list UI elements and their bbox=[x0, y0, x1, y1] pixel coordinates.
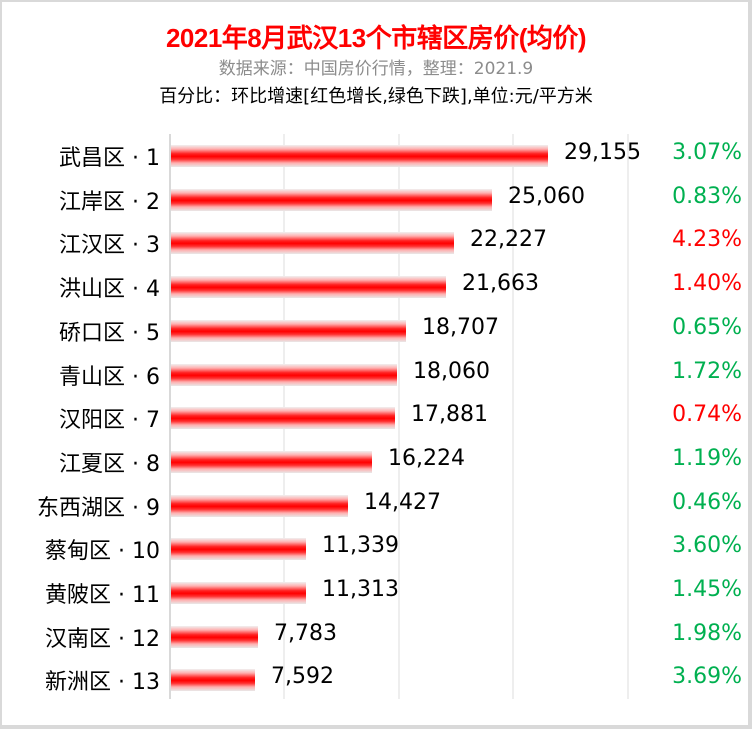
bar-row: 新洲区 · 13 7,592 3.69% bbox=[0, 658, 752, 702]
pct-change-label: 3.69% bbox=[672, 664, 742, 690]
chart-title: 2021年8月武汉13个市辖区房价(均价) bbox=[165, 23, 587, 53]
gridline bbox=[627, 134, 629, 699]
category-label: 汉阳区 · 7 bbox=[59, 408, 160, 434]
bar-row: 武昌区 · 1 29,155 3.07% bbox=[0, 134, 752, 178]
bar bbox=[171, 407, 395, 430]
chart-subtitle: 数据来源：中国房价行情，整理：2021.9 bbox=[218, 59, 534, 79]
bar bbox=[171, 145, 548, 167]
value-label: 11,339 bbox=[322, 533, 399, 559]
value-label: 7,783 bbox=[274, 620, 337, 646]
value-label: 14,427 bbox=[364, 489, 441, 515]
pct-change-label: 0.74% bbox=[672, 402, 742, 428]
pct-change-label: 3.60% bbox=[672, 533, 742, 559]
pct-change-label: 1.72% bbox=[672, 358, 742, 384]
category-label: 武昌区 · 1 bbox=[59, 146, 160, 171]
value-label: 22,227 bbox=[470, 227, 547, 253]
bar-row: 洪山区 · 4 21,663 1.40% bbox=[0, 265, 752, 309]
value-label: 16,224 bbox=[388, 445, 465, 471]
bar-row: 黄陂区 · 11 11,313 1.45% bbox=[0, 571, 752, 615]
bar bbox=[171, 582, 306, 604]
category-label: 东西湖区 · 9 bbox=[37, 495, 160, 521]
pct-change-label: 1.98% bbox=[672, 620, 742, 646]
pct-change-label: 0.46% bbox=[672, 489, 742, 515]
bar bbox=[171, 276, 446, 299]
pct-change-label: 1.45% bbox=[672, 577, 742, 602]
bar bbox=[171, 319, 406, 342]
category-label: 江夏区 · 8 bbox=[59, 451, 160, 477]
bar bbox=[171, 450, 372, 473]
category-label: 蔡甸区 · 10 bbox=[45, 539, 160, 565]
value-label: 11,313 bbox=[322, 577, 399, 602]
value-label: 18,060 bbox=[413, 358, 490, 384]
pct-change-label: 1.40% bbox=[672, 271, 742, 297]
value-label: 25,060 bbox=[508, 183, 585, 209]
bar-row: 硚口区 · 5 18,707 0.65% bbox=[0, 309, 752, 353]
category-label: 新洲区 · 13 bbox=[45, 670, 160, 696]
bar-row: 汉南区 · 12 7,783 1.98% bbox=[0, 615, 752, 659]
category-axis bbox=[169, 134, 171, 699]
bar-row: 青山区 · 6 18,060 1.72% bbox=[0, 353, 752, 397]
bar-row: 东西湖区 · 9 14,427 0.46% bbox=[0, 484, 752, 528]
bar-row: 江岸区 · 2 25,060 0.83% bbox=[0, 178, 752, 222]
category-label: 硚口区 · 5 bbox=[59, 320, 160, 346]
pct-change-label: 1.19% bbox=[672, 445, 742, 471]
pct-change-label: 3.07% bbox=[672, 140, 742, 165]
bar bbox=[171, 538, 306, 561]
category-label: 黄陂区 · 11 bbox=[45, 583, 160, 608]
category-label: 江岸区 · 2 bbox=[59, 189, 160, 215]
value-label: 18,707 bbox=[422, 314, 499, 340]
bar-row: 江汉区 · 3 22,227 4.23% bbox=[0, 221, 752, 265]
value-label: 29,155 bbox=[564, 140, 641, 165]
bar-row: 汉阳区 · 7 17,881 0.74% bbox=[0, 396, 752, 440]
category-label: 洪山区 · 4 bbox=[59, 277, 160, 303]
bar bbox=[171, 669, 255, 692]
chart-note: 百分比：环比增速[红色增长,绿色下跌],单位:元/平方米 bbox=[159, 86, 593, 107]
bar bbox=[171, 625, 258, 648]
pct-change-label: 0.65% bbox=[672, 314, 742, 340]
gridline bbox=[398, 134, 400, 699]
bar bbox=[171, 494, 348, 517]
pct-change-label: 0.83% bbox=[672, 183, 742, 209]
plot-area: 武昌区 · 1 29,155 3.07% 江岸区 · 2 25,060 0.83… bbox=[0, 134, 752, 704]
bar-row: 江夏区 · 8 16,224 1.19% bbox=[0, 440, 752, 484]
category-label: 青山区 · 6 bbox=[59, 364, 160, 390]
bar bbox=[171, 232, 454, 255]
gridline bbox=[512, 134, 514, 699]
value-label: 21,663 bbox=[462, 271, 539, 297]
value-label: 7,592 bbox=[271, 664, 334, 690]
pct-change-label: 4.23% bbox=[672, 227, 742, 253]
bar bbox=[171, 363, 397, 386]
category-label: 汉南区 · 12 bbox=[45, 626, 160, 652]
category-label: 江汉区 · 3 bbox=[59, 233, 160, 259]
value-label: 17,881 bbox=[411, 402, 488, 428]
bar-row: 蔡甸区 · 10 11,339 3.60% bbox=[0, 527, 752, 571]
bar bbox=[171, 188, 492, 211]
